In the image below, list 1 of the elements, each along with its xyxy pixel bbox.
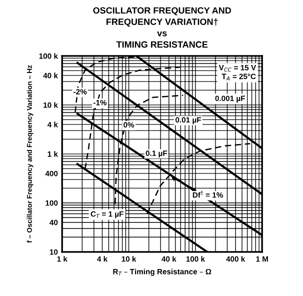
chart-title: OSCILLATOR FREQUENCY AND FREQUENCY VARIATION† vs TIMING RESISTANCE	[93, 7, 232, 48]
